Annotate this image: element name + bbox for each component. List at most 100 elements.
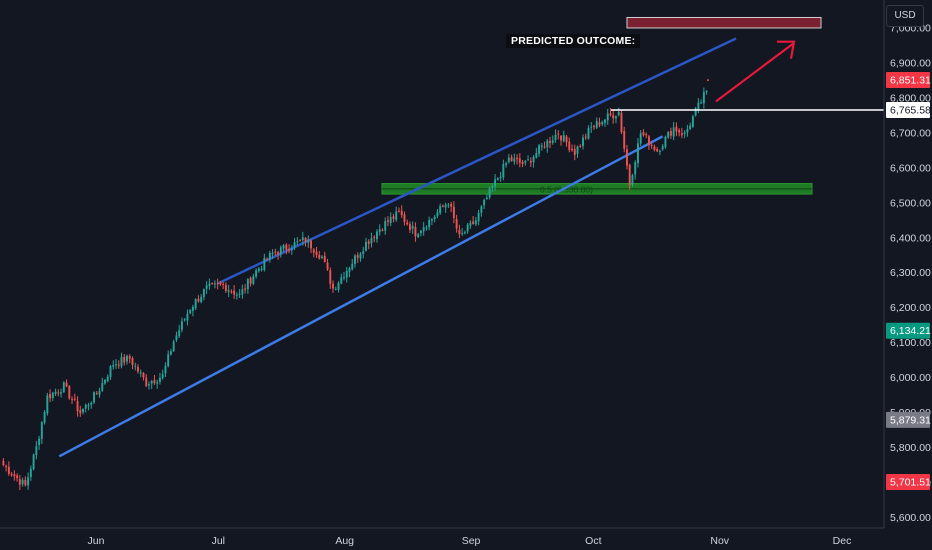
candle-body [694,108,697,116]
price-label-box [886,411,930,428]
currency-button[interactable]: USD [886,5,924,27]
candle-body [120,357,123,367]
candle-body [587,128,590,139]
candle-body [606,113,609,121]
candle-body [315,251,318,255]
candle-body [93,392,95,403]
candle-body [76,401,79,412]
candle-body [24,479,27,486]
candle-body [257,268,260,272]
candle-body [631,175,634,185]
candle-body [365,241,367,251]
price-label-text: 6,134.21 [890,325,931,337]
candle-body [153,380,156,384]
candle-body [79,410,82,414]
channel-lower-line [58,135,664,458]
candle-body [488,188,491,198]
candle-body [148,384,150,386]
candle-body [428,219,431,228]
candle-body [700,102,703,104]
candle-body [419,230,422,234]
candle-body [573,149,576,155]
candle-body [271,252,274,255]
candle-body [238,293,241,295]
candle-body [288,249,291,251]
candle-body [463,232,466,234]
candle-body [502,164,505,178]
candle-body [436,212,439,217]
candle-body [494,179,497,186]
candle-body [233,290,236,295]
candle-body [615,116,617,119]
candle-body [524,160,527,163]
candle-body [672,127,675,137]
candle-body [543,146,546,148]
predicted-outcome-label: PREDICTED OUTCOME: [506,34,641,48]
candle-body [378,229,381,233]
candle-body [205,285,208,289]
candle-body [387,220,389,222]
candle-body [562,135,565,142]
candle-body [546,140,549,148]
candle-body [422,227,425,232]
candle-body [7,466,10,474]
price-tick-label: 6,200.00 [890,302,931,314]
candle-body [485,197,488,199]
candle-body [664,136,667,148]
candle-body [186,313,189,321]
candle-body [115,364,117,366]
candle-body [277,252,280,255]
candle-body [249,277,252,284]
candle-body [5,465,8,468]
candle-body [21,479,24,485]
annotations [611,16,884,111]
candle-body [310,240,313,249]
price-label-text: 5,701.51 [890,477,931,489]
candle-body [433,216,436,220]
candle-body [73,398,76,400]
candle-body [90,402,93,405]
candle-body [430,219,433,221]
candle-body [117,364,120,366]
price-tick-label: 5,800.00 [890,442,931,454]
candle-body [560,135,562,141]
candle-body [150,381,153,384]
candle-body [697,102,700,110]
candle-body [175,335,178,341]
candle-body [227,290,230,292]
candle-body [191,306,194,311]
candle-body [689,125,692,130]
candle-body [356,255,359,258]
candle-body [628,164,631,186]
candle-body [521,161,524,164]
candle-body [38,438,41,445]
candle-body [557,133,560,135]
candle-body [169,351,172,355]
price-label-box [886,474,930,491]
candle-body [301,237,304,241]
candle-body [474,220,477,225]
candle-body [527,159,530,161]
candle-body [590,126,593,128]
candle-body [29,468,32,478]
candle-body [620,112,623,133]
candle-body [452,206,455,218]
candle-body [705,90,708,92]
candle-body [617,112,620,116]
prediction-arrow-head [777,40,796,59]
candle-body [112,365,115,367]
candle-body [370,238,373,244]
price-tick-label: 6,500.00 [890,197,931,209]
candle-body [65,382,68,387]
candle-body [84,404,87,409]
time-tick-label: Dec [833,535,852,547]
candle-body [134,365,137,367]
candle-body [268,253,271,260]
candle-body [224,284,227,292]
candle-body [161,374,164,379]
candle-body [54,391,57,394]
price-tick-label: 6,400.00 [890,232,931,244]
candle-body [2,460,5,466]
candle-body [109,366,112,378]
